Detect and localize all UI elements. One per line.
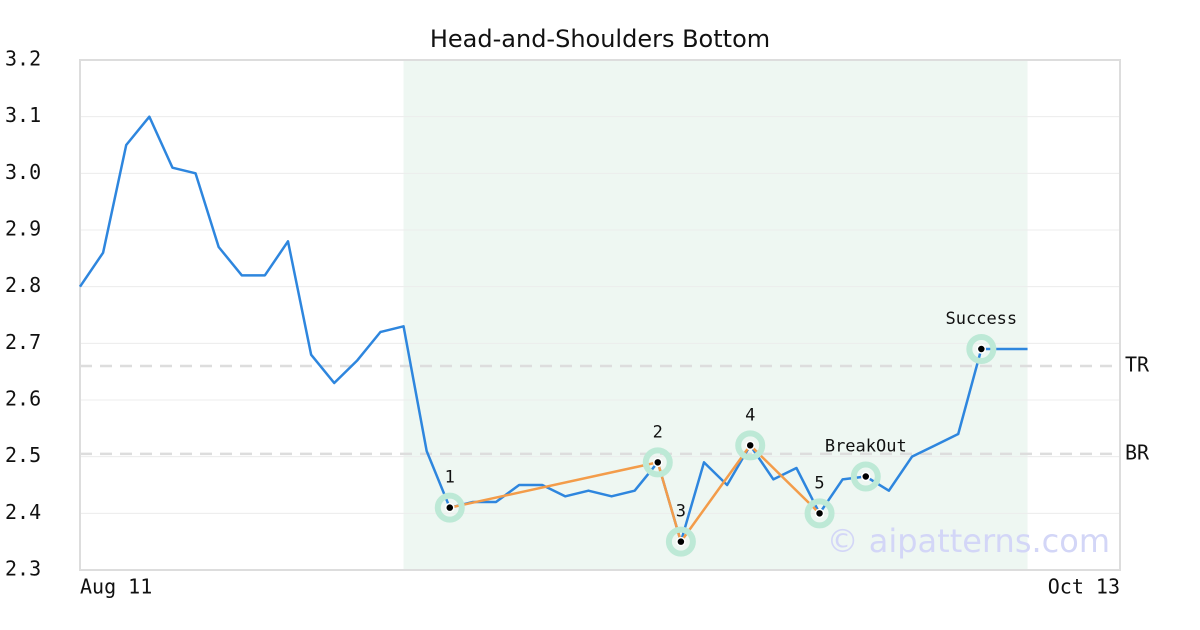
pattern-point-label: 5 bbox=[814, 473, 824, 493]
level-label: BR bbox=[1125, 440, 1150, 464]
y-tick-label: 2.4 bbox=[5, 500, 41, 524]
event-point-label: BreakOut bbox=[825, 437, 907, 457]
watermark: © aipatterns.com bbox=[827, 522, 1110, 560]
pattern-point-label: 1 bbox=[445, 468, 455, 488]
pattern-point-halo bbox=[665, 526, 696, 557]
event-point-label: Success bbox=[946, 309, 1018, 329]
y-tick-label: 3.2 bbox=[5, 47, 41, 71]
y-tick-label: 2.8 bbox=[5, 273, 41, 297]
pattern-point-halo bbox=[735, 430, 766, 461]
y-tick-label: 2.5 bbox=[5, 443, 41, 467]
pattern-point-label: 2 bbox=[653, 422, 663, 442]
level-label: TR bbox=[1125, 353, 1150, 377]
pattern-point bbox=[445, 502, 455, 513]
pattern-point bbox=[676, 536, 686, 547]
pattern-point-label: 3 bbox=[676, 502, 686, 522]
x-tick-label: Oct 13 bbox=[1048, 575, 1120, 599]
y-tick-label: 2.9 bbox=[5, 217, 41, 241]
y-tick-label: 3.1 bbox=[5, 103, 41, 127]
y-tick-label: 3.0 bbox=[5, 160, 41, 184]
highlight-region bbox=[403, 60, 1028, 570]
x-tick-label: Aug 11 bbox=[80, 575, 152, 599]
y-tick-label: 2.3 bbox=[5, 557, 41, 581]
y-tick-label: 2.7 bbox=[5, 330, 41, 354]
pattern-point-label: 4 bbox=[745, 405, 755, 425]
event-point bbox=[976, 344, 987, 354]
event-point bbox=[861, 471, 871, 482]
plot-border bbox=[79, 59, 1121, 571]
pattern-point-halo bbox=[642, 447, 673, 478]
y-tick-label: 2.6 bbox=[5, 387, 41, 411]
event-point-halo bbox=[850, 461, 881, 492]
pattern-point-halo bbox=[434, 492, 465, 523]
event-point-halo bbox=[966, 334, 997, 364]
pattern-point bbox=[745, 440, 755, 451]
pattern-point bbox=[814, 508, 825, 519]
pattern-point bbox=[653, 457, 663, 468]
chart-title: Head-and-Shoulders Bottom bbox=[430, 25, 770, 53]
pattern-point-halo bbox=[804, 498, 835, 529]
